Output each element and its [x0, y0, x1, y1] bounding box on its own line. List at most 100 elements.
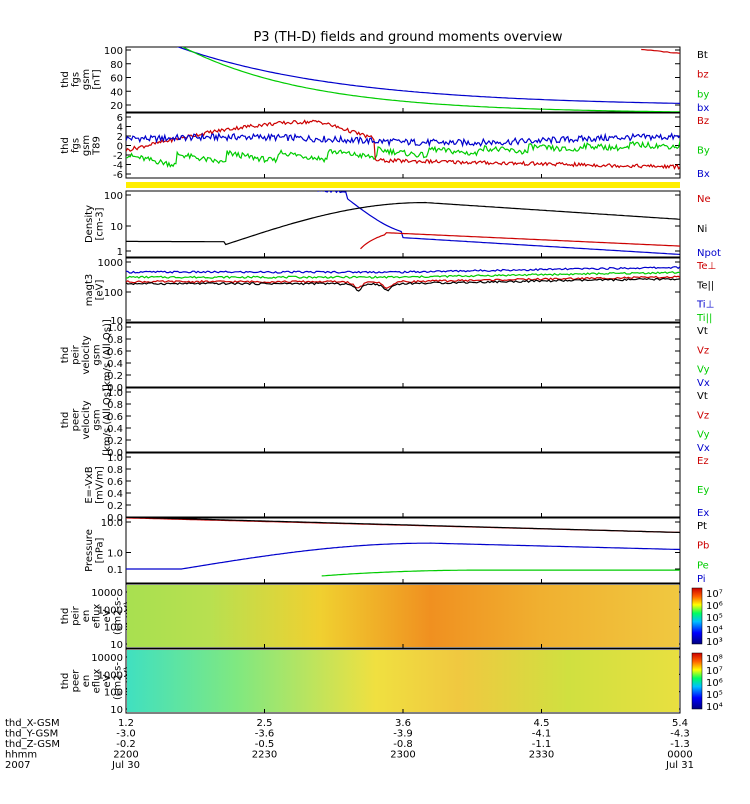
- legend-pi: Pi: [697, 574, 706, 585]
- ylabel-line: [eV]: [95, 280, 106, 301]
- colorbar-tick: 10⁸: [706, 654, 723, 665]
- legend-te||: Te||: [696, 280, 714, 291]
- ytick-label: 10: [110, 640, 123, 651]
- xaxis-value: 2200: [113, 750, 138, 761]
- ytick-label: 20: [110, 101, 123, 112]
- ylabel-line: thd: [60, 608, 71, 625]
- xaxis-value: 2300: [390, 750, 415, 761]
- ytick-label: 2: [117, 132, 123, 143]
- colorbar-tick: 10⁴: [706, 702, 723, 713]
- ytick-label: 10.0: [101, 518, 123, 529]
- legend-vt: Vt: [697, 391, 708, 402]
- legend-pe: Pe: [697, 560, 709, 571]
- by-t89-line: [126, 140, 680, 169]
- xaxis-row-label: thd_Y-GSM: [5, 729, 58, 740]
- ytick-label: 1000: [98, 258, 123, 269]
- ylabel-line: gsm: [81, 69, 92, 90]
- ytick-label: 1000: [98, 670, 123, 681]
- xaxis-value: Jul 30: [111, 760, 140, 771]
- legend-vz: Vz: [697, 345, 709, 356]
- peir_spec-colorbar: [691, 587, 703, 645]
- ylabel-line: gsm: [92, 409, 103, 430]
- xaxis-value: 2.5: [257, 718, 273, 729]
- xaxis-value: 4.5: [534, 718, 550, 729]
- ylabel-line: eV: [102, 674, 113, 687]
- ytick-label: 100: [104, 288, 123, 299]
- legend-npot: Npot: [697, 248, 721, 259]
- xaxis-value: -3.9: [393, 729, 413, 740]
- ylabel-line: fgs: [71, 72, 82, 87]
- xaxis-value: -0.2: [116, 739, 136, 750]
- legend-bz: Bz: [697, 116, 709, 127]
- by-line: [181, 47, 680, 112]
- ytick-label: 100: [104, 688, 123, 699]
- colorbar-tick: 10⁵: [706, 690, 723, 701]
- ylabel-line: velocity: [81, 335, 92, 374]
- peir_spec-spectrogram: [127, 585, 679, 647]
- legend-by: By: [697, 146, 710, 157]
- ytick-label: 4: [117, 123, 123, 134]
- ylabel-line: (cm2-s-: [113, 597, 124, 635]
- vpeer-frame: [125, 387, 681, 453]
- ylabel-line: thd: [60, 71, 71, 88]
- ytick-label: 0.6: [107, 477, 123, 488]
- status-bar: [126, 182, 680, 188]
- xaxis-value: 2230: [252, 750, 277, 761]
- temp-frame: [125, 257, 681, 323]
- temp-panel: 1000 100 10 magt3 [eV] Te⊥ Te|| Ti⊥ Ti||: [84, 257, 716, 327]
- bx-t89-line: [126, 131, 680, 148]
- density-curves: [126, 191, 680, 255]
- legend-by: by: [697, 89, 709, 100]
- xaxis-row-label: 2007: [5, 760, 30, 771]
- colorbar-tick: 10⁵: [706, 613, 723, 624]
- xaxis-value: 0000: [667, 750, 692, 761]
- xaxis-value: -4.3: [670, 729, 690, 740]
- pressure-frame: [125, 517, 681, 584]
- xaxis-value: 2330: [529, 750, 554, 761]
- ylabel-line: [km/s (All Qs)]: [102, 384, 113, 456]
- ylabel-line: [nT]: [92, 69, 103, 89]
- xaxis-value: -4.1: [532, 729, 552, 740]
- te-perp-line: [126, 275, 680, 289]
- ytick-label: -6: [113, 170, 123, 181]
- legend-ez: Ez: [697, 456, 709, 467]
- colorbar-tick: 10⁶: [706, 678, 723, 689]
- efield-frame: [125, 452, 681, 518]
- ylabel-line: peir: [71, 605, 82, 625]
- legend-pt: Pt: [697, 521, 707, 532]
- ylabel-line: magt3: [84, 274, 95, 307]
- xaxis-value: -0.5: [255, 739, 275, 750]
- ylabel-line: [mV/m]: [95, 466, 106, 504]
- ytick-label: 0.0: [107, 448, 123, 459]
- xaxis-row-label: thd_Z-GSM: [5, 739, 60, 750]
- ytick-label: 0.0: [107, 383, 123, 394]
- ytick-label: 0.8: [107, 335, 123, 346]
- legend-te⊥: Te⊥: [696, 261, 716, 272]
- ylabel-line: thd: [60, 137, 71, 154]
- xaxis-row-label: thd_X-GSM: [5, 718, 60, 729]
- ytick-label: 1: [117, 247, 123, 258]
- density-frame: [125, 190, 681, 258]
- npot-line: [299, 191, 680, 255]
- legend-bz: bz: [697, 70, 709, 81]
- ylabel-line: gsm: [81, 135, 92, 156]
- legend-ne: Ne: [697, 194, 711, 205]
- ytick-label: 10: [110, 705, 123, 716]
- temp-curves: [126, 266, 680, 292]
- legend-vy: Vy: [697, 365, 710, 376]
- ytick-label: 1.0: [107, 323, 123, 334]
- ylabel-line: T89: [92, 136, 103, 156]
- vpeir-panel: 1.00.80.60.40.20.0 thd peir velocity gsm [km/…: [60, 319, 710, 394]
- ylabel-line: eflux: [92, 604, 103, 629]
- ytick-label: -2: [113, 151, 123, 162]
- legend-ti⊥: Ti⊥: [696, 300, 714, 311]
- pressure-curves: [126, 518, 680, 577]
- ytick-label: 0.4: [107, 424, 123, 435]
- legend-vy: Vy: [697, 430, 710, 441]
- colorbar-tick: 10⁷: [706, 589, 723, 600]
- ylabel-line: [cm-3]: [95, 207, 106, 240]
- ytick-label: 100: [104, 46, 123, 57]
- ylabel-line: gsm: [92, 344, 103, 365]
- fgs-panel: 100 80 60 40 20 thd fgs gsm [nT] Bt bz by bx: [60, 46, 709, 114]
- bz-line: [641, 48, 680, 54]
